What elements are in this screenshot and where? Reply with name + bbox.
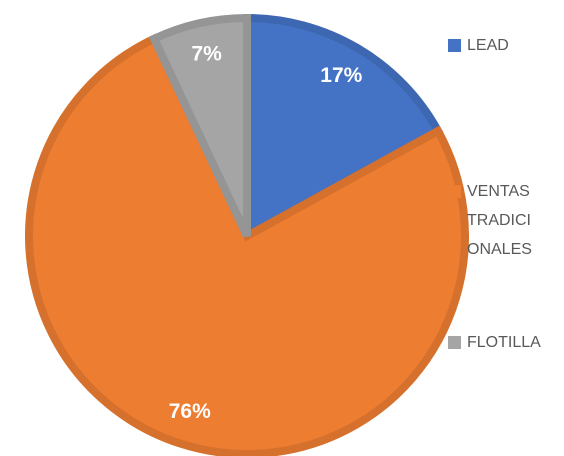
legend-label: FLOTILLA bbox=[467, 334, 541, 351]
legend-swatch bbox=[448, 185, 461, 198]
pie-slice bbox=[25, 33, 469, 456]
legend-item: FLOTILLA bbox=[448, 328, 543, 357]
legend-label: LEAD bbox=[467, 37, 509, 54]
legend-label: VENTAS TRADICIONALES bbox=[467, 183, 532, 258]
legend-item: LEAD bbox=[448, 31, 543, 60]
slice-label: 76% bbox=[169, 400, 211, 423]
legend-item: VENTAS TRADICIONALES bbox=[448, 177, 543, 264]
pie-slice bbox=[243, 13, 444, 243]
legend-swatch bbox=[448, 39, 461, 52]
slice-label: 7% bbox=[191, 43, 222, 66]
legend-swatch bbox=[448, 336, 461, 349]
pie-slice bbox=[148, 13, 251, 238]
slice-label: 17% bbox=[320, 64, 362, 87]
